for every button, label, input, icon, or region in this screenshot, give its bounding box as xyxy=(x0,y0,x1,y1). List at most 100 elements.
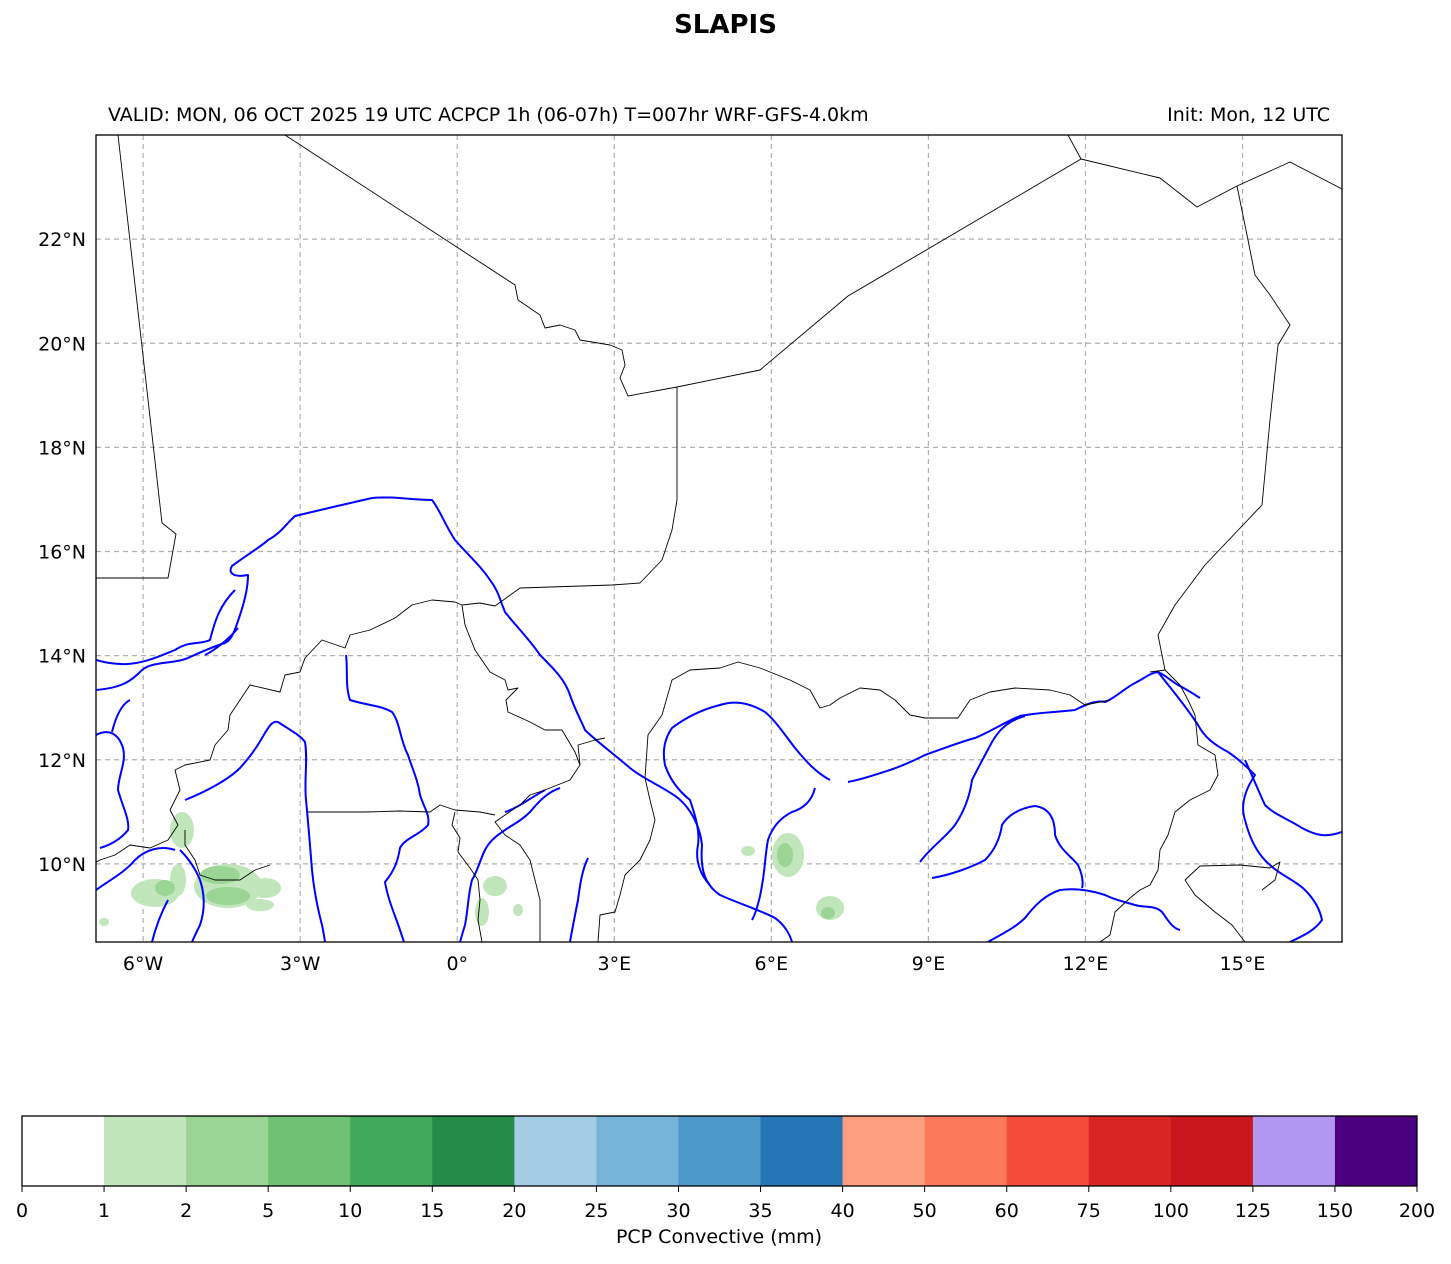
colorbar-cell xyxy=(186,1116,269,1186)
colorbar-cell xyxy=(924,1116,1008,1186)
benin-nigeria-border xyxy=(597,777,656,942)
map-panel: 6°W 3°W 0° 3°E 6°E 9°E 12°E 15°E 10°N 12°N 14°N 16… xyxy=(38,134,1343,975)
colorbar: 0 1 2 5 10 15 20 25 30 35 40 50 60 75 100 125 150 200 xyxy=(16,1115,1435,1222)
precip-patch xyxy=(206,887,250,905)
lon-tick-label: 3°W xyxy=(280,953,321,975)
river-volta-w xyxy=(179,849,205,942)
colorbar-tick-label: 2 xyxy=(180,1200,192,1222)
river-west xyxy=(96,731,130,849)
lon-tick-label: 0° xyxy=(446,953,468,975)
river-komadugu xyxy=(919,715,1026,863)
mono-river xyxy=(569,857,589,942)
colorbar-cell xyxy=(350,1116,433,1186)
colorbar-cell xyxy=(1252,1116,1336,1186)
colorbar-tick-labels: 0 1 2 5 10 15 20 25 30 35 40 50 60 75 100 125 150 200 xyxy=(16,1186,1435,1222)
oti-river-2 xyxy=(504,789,546,813)
colorbar-cell xyxy=(596,1116,679,1186)
lat-tick-label: 20°N xyxy=(38,333,86,355)
river-west-3 xyxy=(96,847,176,891)
colorbar-frame xyxy=(21,1115,1418,1187)
colorbar-cells xyxy=(22,1116,1418,1186)
lat-tick-label: 18°N xyxy=(38,437,86,459)
colorbar-cell xyxy=(22,1116,105,1186)
black-volta xyxy=(184,720,326,942)
river-volta-w2 xyxy=(151,899,169,942)
colorbar-tick-label: 50 xyxy=(913,1200,937,1222)
precip-patch xyxy=(777,843,793,867)
rivers xyxy=(96,496,1342,942)
libya-niger-border xyxy=(1080,158,1342,208)
sokoto-river xyxy=(662,701,831,886)
precip-patch xyxy=(513,904,523,916)
colorbar-tick-label: 0 xyxy=(16,1200,28,1222)
colorbar-tick-label: 35 xyxy=(748,1200,772,1222)
colorbar-tick-label: 75 xyxy=(1077,1200,1101,1222)
colorbar-tick-label: 10 xyxy=(338,1200,362,1222)
river-west-2 xyxy=(111,699,131,733)
lat-tick-label: 22°N xyxy=(38,229,86,251)
lon-tick-label: 6°E xyxy=(755,953,789,975)
colorbar-tick-label: 30 xyxy=(666,1200,690,1222)
precip-patch xyxy=(821,907,835,919)
colorbar-cell xyxy=(268,1116,351,1186)
niger-tributary xyxy=(96,589,236,666)
precip-patch xyxy=(99,918,109,926)
logone-chari xyxy=(1157,671,1323,942)
nigeria-cameroon-border xyxy=(1099,744,1219,942)
lat-tick-label: 10°N xyxy=(38,854,86,876)
niger-nigeria-border xyxy=(644,661,1111,779)
colorbar-tick-label: 150 xyxy=(1317,1200,1353,1222)
colorbar-cell xyxy=(678,1116,762,1186)
niger-chad-border xyxy=(1157,185,1291,671)
niger-benin-border xyxy=(577,737,606,766)
precip-patch xyxy=(475,898,489,926)
lat-tick-label: 16°N xyxy=(38,542,86,564)
precip-patch xyxy=(249,878,281,898)
gridlines xyxy=(96,135,1342,942)
white-volta xyxy=(345,654,430,942)
longitude-tick-labels: 6°W 3°W 0° 3°E 6°E 9°E 12°E 15°E xyxy=(123,953,1265,975)
cameroon-chad-border xyxy=(1184,861,1281,891)
map-frame xyxy=(95,134,1343,943)
lon-tick-label: 15°E xyxy=(1220,953,1266,975)
coted-ghana-border xyxy=(184,830,271,881)
colorbar-label: PCP Convective (mm) xyxy=(615,1226,823,1248)
mali-burkina-border xyxy=(169,599,496,811)
burkina-benin-border xyxy=(494,764,581,942)
mali-niger-border xyxy=(494,387,678,607)
colorbar-cell xyxy=(1088,1116,1172,1186)
precipitation-field-moderate xyxy=(155,843,835,919)
niger-tributary xyxy=(204,627,239,656)
latitude-tick-labels: 10°N 12°N 14°N 16°N 18°N 20°N 22°N xyxy=(38,229,86,876)
algeria-niger-border xyxy=(676,135,1082,388)
colorbar-tick-label: 60 xyxy=(995,1200,1019,1222)
niger-lake-chad xyxy=(1149,669,1199,746)
niger-burkina-border xyxy=(461,604,581,766)
init-time-subtitle: Init: Mon, 12 UTC xyxy=(1167,104,1330,126)
lon-tick-label: 3°E xyxy=(597,953,631,975)
colorbar-cell xyxy=(104,1116,187,1186)
precip-patch xyxy=(200,866,240,884)
colorbar-tick-label: 1 xyxy=(98,1200,110,1222)
colorbar-tick-label: 15 xyxy=(420,1200,444,1222)
valid-time-subtitle: VALID: MON, 06 OCT 2025 19 UTC ACPCP 1h … xyxy=(108,104,869,126)
colorbar-cell xyxy=(1334,1116,1418,1186)
colorbar-cell xyxy=(514,1116,597,1186)
mauritania-mali-border xyxy=(96,135,177,579)
benue-river xyxy=(987,888,1181,942)
lat-tick-label: 12°N xyxy=(38,750,86,772)
cameroon-car-border xyxy=(1184,879,1246,942)
colorbar-cell xyxy=(1170,1116,1254,1186)
river-hadejia xyxy=(847,671,1201,783)
lon-tick-label: 9°E xyxy=(912,953,946,975)
niger-river xyxy=(96,496,793,942)
map-title: SLAPIS xyxy=(674,10,777,40)
colorbar-tick-label: 25 xyxy=(584,1200,608,1222)
colorbar-tick-label: 40 xyxy=(830,1200,854,1222)
chari-east xyxy=(1244,759,1342,837)
colorbar-tick-label: 20 xyxy=(502,1200,526,1222)
kaduna-river xyxy=(751,787,816,921)
colorbar-tick-label: 100 xyxy=(1153,1200,1189,1222)
colorbar-tick-label: 5 xyxy=(262,1200,274,1222)
